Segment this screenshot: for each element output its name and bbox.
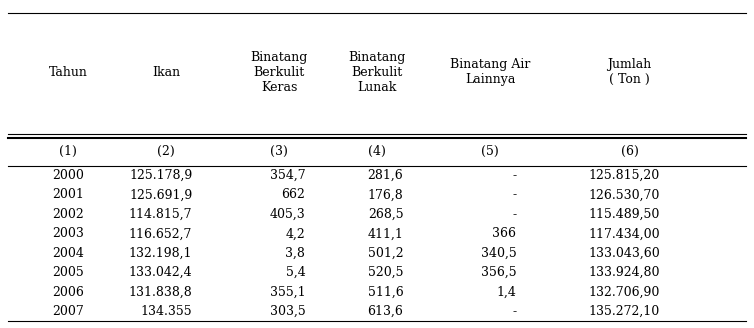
Text: 125.691,9: 125.691,9 xyxy=(129,188,192,201)
Text: 1,4: 1,4 xyxy=(497,286,516,299)
Text: 3,8: 3,8 xyxy=(286,247,305,260)
Text: 133.924,80: 133.924,80 xyxy=(588,266,660,279)
Text: -: - xyxy=(513,169,516,182)
Text: 613,6: 613,6 xyxy=(367,305,403,318)
Text: 176,8: 176,8 xyxy=(368,188,403,201)
Text: 2000: 2000 xyxy=(52,169,84,182)
Text: 116.652,7: 116.652,7 xyxy=(129,227,192,240)
Text: 134.355: 134.355 xyxy=(141,305,192,318)
Text: 303,5: 303,5 xyxy=(270,305,305,318)
Text: 131.838,8: 131.838,8 xyxy=(128,286,192,299)
Text: 117.434,00: 117.434,00 xyxy=(588,227,660,240)
Text: 405,3: 405,3 xyxy=(270,208,305,221)
Text: 125.815,20: 125.815,20 xyxy=(589,169,660,182)
Text: 2003: 2003 xyxy=(52,227,84,240)
Text: 268,5: 268,5 xyxy=(368,208,403,221)
Text: 133.042,4: 133.042,4 xyxy=(129,266,192,279)
Text: (4): (4) xyxy=(368,145,386,158)
Text: Binatang
Berkulit
Lunak: Binatang Berkulit Lunak xyxy=(348,51,406,94)
Text: Jumlah
( Ton ): Jumlah ( Ton ) xyxy=(608,58,651,86)
Text: (6): (6) xyxy=(621,145,639,158)
Text: Ikan: Ikan xyxy=(152,66,180,79)
Text: 126.530,70: 126.530,70 xyxy=(588,188,660,201)
Text: Tahun: Tahun xyxy=(48,66,87,79)
Text: 281,6: 281,6 xyxy=(368,169,403,182)
Text: Binatang
Berkulit
Keras: Binatang Berkulit Keras xyxy=(250,51,308,94)
Text: 356,5: 356,5 xyxy=(481,266,516,279)
Text: 133.043,60: 133.043,60 xyxy=(588,247,660,260)
Text: 2005: 2005 xyxy=(52,266,84,279)
Text: 355,1: 355,1 xyxy=(270,286,305,299)
Text: Binatang Air
Lainnya: Binatang Air Lainnya xyxy=(450,58,530,86)
Text: -: - xyxy=(513,208,516,221)
Text: 411,1: 411,1 xyxy=(367,227,403,240)
Text: 511,6: 511,6 xyxy=(368,286,403,299)
Text: 2002: 2002 xyxy=(52,208,84,221)
Text: 114.815,7: 114.815,7 xyxy=(129,208,192,221)
Text: 132.706,90: 132.706,90 xyxy=(588,286,660,299)
Text: -: - xyxy=(513,305,516,318)
Text: 2006: 2006 xyxy=(52,286,84,299)
Text: (2): (2) xyxy=(157,145,175,158)
Text: 520,5: 520,5 xyxy=(368,266,403,279)
Text: 2001: 2001 xyxy=(52,188,84,201)
Text: 501,2: 501,2 xyxy=(368,247,403,260)
Text: 132.198,1: 132.198,1 xyxy=(129,247,192,260)
Text: 125.178,9: 125.178,9 xyxy=(129,169,192,182)
Text: 662: 662 xyxy=(281,188,305,201)
Text: 2004: 2004 xyxy=(52,247,84,260)
Text: 340,5: 340,5 xyxy=(481,247,516,260)
Text: 2007: 2007 xyxy=(52,305,84,318)
Text: 115.489,50: 115.489,50 xyxy=(588,208,660,221)
Text: (5): (5) xyxy=(481,145,499,158)
Text: 4,2: 4,2 xyxy=(286,227,305,240)
Text: (3): (3) xyxy=(270,145,288,158)
Text: 354,7: 354,7 xyxy=(270,169,305,182)
Text: -: - xyxy=(513,188,516,201)
Text: 5,4: 5,4 xyxy=(286,266,305,279)
Text: 366: 366 xyxy=(492,227,516,240)
Text: 135.272,10: 135.272,10 xyxy=(589,305,660,318)
Text: (1): (1) xyxy=(59,145,77,158)
